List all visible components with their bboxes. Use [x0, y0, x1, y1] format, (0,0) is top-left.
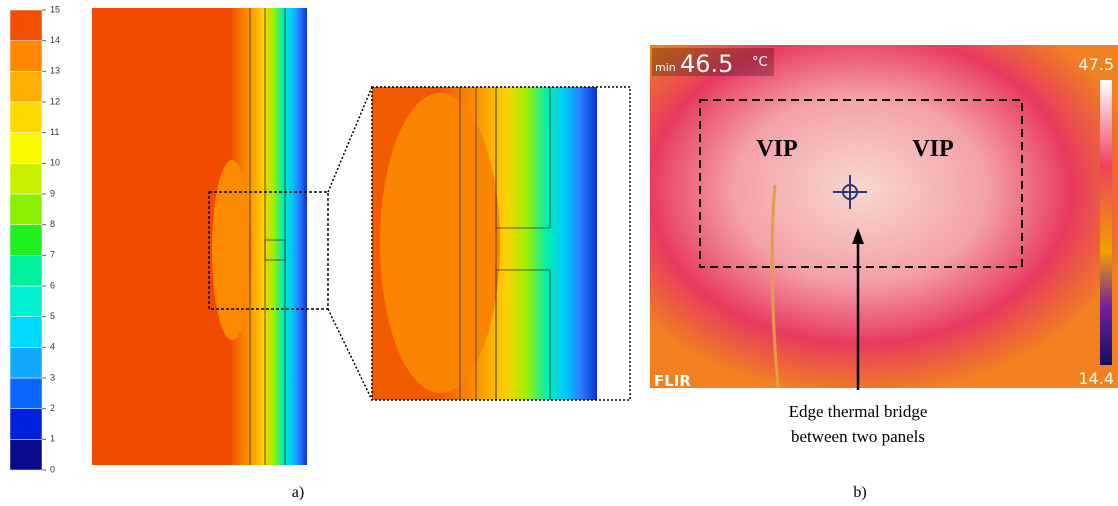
- simulation-bulge: [212, 160, 252, 340]
- annotation: between two panels: [791, 427, 925, 446]
- colorbar-tick-label: 10: [50, 158, 60, 168]
- colorbar-tick-label: 2: [50, 403, 55, 413]
- colorbar-tick-label: 0: [50, 464, 55, 474]
- colorbar-tick-label: 1: [50, 434, 55, 444]
- colorbar-segment: [10, 225, 42, 256]
- colorbar-tick-label: 11: [50, 127, 59, 137]
- colorbar-segment: [10, 347, 42, 378]
- colorbar-tick-label: 5: [50, 311, 55, 321]
- colorbar-tick-label: 13: [50, 66, 60, 76]
- readout-value: 46.5: [680, 50, 733, 78]
- annotation: Edge thermal bridge: [789, 402, 928, 421]
- readout-unit: °C: [752, 55, 768, 70]
- colorbar-segment: [10, 286, 42, 317]
- colorbar-tick-label: 9: [50, 188, 55, 198]
- panel-label: b): [853, 484, 866, 501]
- region-label: VIP: [912, 136, 953, 162]
- colorbar-segment: [10, 102, 42, 133]
- colorbar-segment: [10, 133, 42, 164]
- colorbar-segment: [10, 409, 42, 440]
- zoom-line: [328, 309, 372, 400]
- colorbar-segment: [10, 378, 42, 409]
- colorbar-segment: [10, 439, 42, 470]
- region-label: VIP: [756, 136, 797, 162]
- scale-min: 14.4: [1078, 369, 1114, 388]
- scale-max: 47.5: [1078, 55, 1114, 74]
- colorbar-segment: [10, 10, 42, 41]
- colorbar-segment: [10, 255, 42, 286]
- thermal-image: [650, 45, 1118, 388]
- colorbar-segment: [10, 71, 42, 102]
- camera-scale: [1100, 80, 1112, 365]
- page: 0123456789101112131415 a) VIP VIP min 46…: [0, 0, 1118, 506]
- colorbar-tick-label: 8: [50, 219, 55, 229]
- colorbar-tick-label: 12: [50, 96, 60, 106]
- colorbar-tick-label: 15: [50, 4, 60, 14]
- zoom-bulge: [380, 93, 500, 393]
- colorbar-tick-label: 6: [50, 280, 55, 290]
- colorbar-segment: [10, 317, 42, 348]
- colorbar-segment: [10, 163, 42, 194]
- brand: FLIR: [654, 372, 691, 390]
- figure: 0123456789101112131415 a) VIP VIP min 46…: [0, 0, 1118, 506]
- readout-min: min: [655, 61, 676, 74]
- colorbar-tick-label: 4: [50, 342, 55, 352]
- colorbar-segment: [10, 41, 42, 72]
- colorbar-segment: [10, 194, 42, 225]
- colorbar-tick-label: 7: [50, 250, 55, 260]
- panel-label: a): [292, 484, 304, 501]
- colorbar-tick-label: 14: [50, 35, 60, 45]
- colorbar-tick-label: 3: [50, 372, 55, 382]
- zoom-line: [328, 87, 372, 192]
